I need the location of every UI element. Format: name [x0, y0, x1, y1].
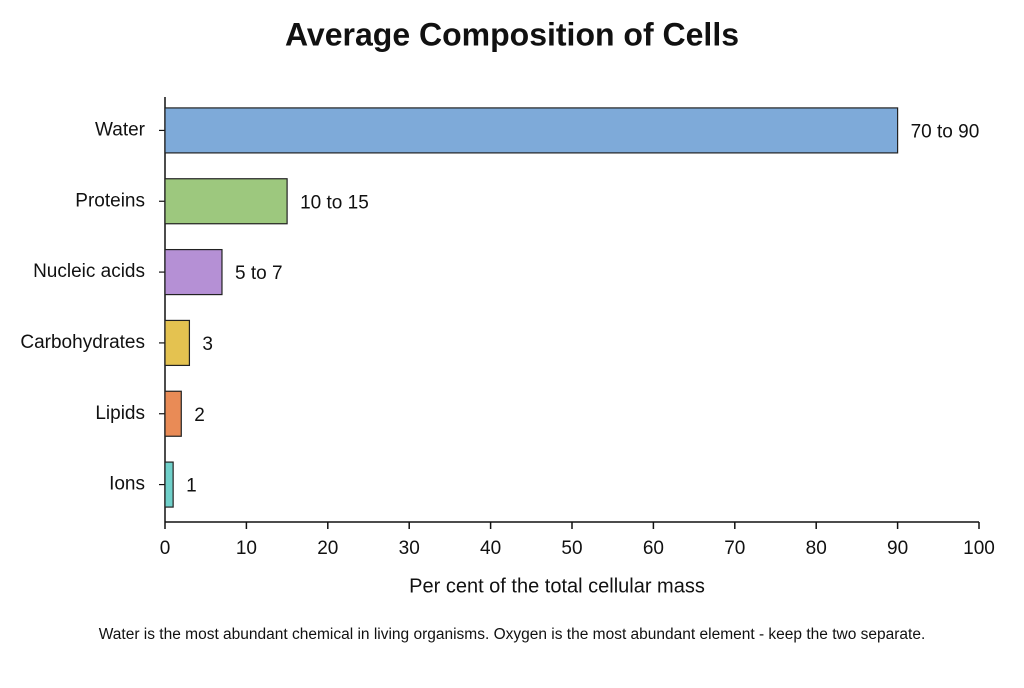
x-tick-label: 90: [887, 538, 908, 559]
bar: [164, 390, 182, 437]
x-tick-label: 10: [236, 538, 257, 559]
value-label: 2: [194, 405, 205, 426]
x-axis-title: Per cent of the total cellular mass: [409, 575, 705, 597]
x-tick-label: 30: [399, 538, 420, 559]
x-tick-label: 40: [480, 538, 501, 559]
x-tick-label: 0: [160, 538, 171, 559]
value-label: 1: [186, 476, 197, 497]
y-tick-label: Water: [95, 119, 146, 140]
bar: [164, 107, 899, 154]
x-tick-label: 80: [806, 538, 827, 559]
chart-title: Average Composition of Cells: [285, 16, 739, 52]
value-label: 70 to 90: [911, 121, 980, 142]
value-label: 5 to 7: [235, 263, 283, 284]
y-tick-label: Ions: [109, 474, 145, 495]
x-tick-label: 100: [963, 538, 995, 559]
bar: [164, 248, 223, 296]
x-tick-label: 50: [561, 538, 582, 559]
value-label: 3: [202, 334, 213, 355]
y-tick-label: Proteins: [75, 190, 145, 211]
y-tick-label: Nucleic acids: [33, 261, 145, 282]
x-tick-label: 60: [643, 538, 664, 559]
bar: [164, 461, 174, 508]
value-label: 10 to 15: [300, 192, 369, 213]
y-tick-label: Carbohydrates: [20, 332, 145, 353]
bar: [164, 178, 288, 225]
x-tick-label: 20: [317, 538, 338, 559]
y-tick-label: Lipids: [95, 403, 145, 424]
x-tick-label: 70: [724, 538, 745, 559]
footnote: Water is the most abundant chemical in l…: [99, 626, 926, 643]
bar: [164, 319, 191, 367]
